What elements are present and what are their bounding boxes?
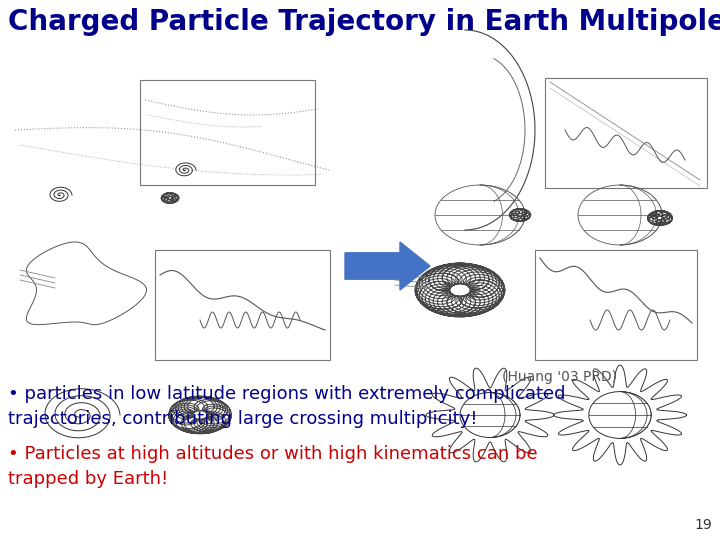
- Bar: [140, 80, 315, 185]
- Bar: [545, 78, 707, 188]
- FancyArrow shape: [345, 242, 430, 290]
- Text: • particles in low latitude regions with extremely complicated
trajectories, con: • particles in low latitude regions with…: [8, 385, 565, 428]
- Bar: [155, 250, 330, 360]
- Text: 19: 19: [694, 518, 712, 532]
- Text: (Huang '03 PRD): (Huang '03 PRD): [503, 370, 618, 384]
- Text: Charged Particle Trajectory in Earth Multipole: Charged Particle Trajectory in Earth Mul…: [8, 8, 720, 36]
- Bar: [535, 250, 697, 360]
- Text: • Particles at high altitudes or with high kinematics can be
trapped by Earth!: • Particles at high altitudes or with hi…: [8, 445, 538, 488]
